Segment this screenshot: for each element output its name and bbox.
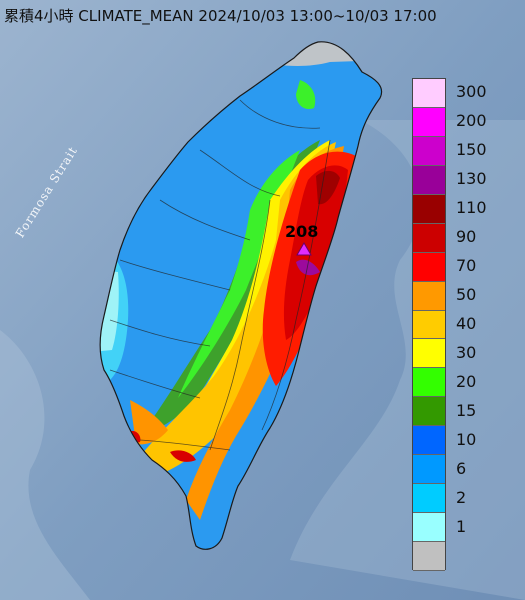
legend-swatch — [413, 252, 445, 282]
legend-label: 50 — [456, 285, 477, 305]
cloud-texture — [0, 330, 90, 600]
rain-zone-90 — [283, 165, 348, 340]
coastline — [99, 41, 383, 550]
legend-swatch — [413, 397, 445, 427]
peak-value-label: 208 — [285, 222, 319, 241]
legend-swatch-column — [412, 78, 446, 571]
legend-label: 130 — [456, 169, 487, 189]
cloud-texture — [290, 120, 525, 600]
legend-label: 40 — [456, 314, 477, 333]
county-boundaries — [109, 99, 331, 451]
legend-swatch — [413, 107, 445, 137]
legend-swatch — [413, 165, 445, 195]
legend-label: 200 — [456, 111, 487, 131]
legend-label-column: 300 200 150 130 110 90 70 50 40 30 20 15 10 6 2 1 — [456, 78, 520, 570]
legend-swatch — [413, 223, 445, 253]
legend-label: 15 — [456, 400, 477, 420]
color-legend: 300 200 150 130 110 90 70 50 40 30 20 15 10 6 2 1 — [412, 78, 520, 571]
legend-swatch — [413, 455, 445, 485]
legend-label: 20 — [456, 371, 477, 391]
legend-label: 70 — [456, 256, 477, 276]
legend-label: 150 — [456, 140, 487, 160]
legend-label: 10 — [456, 429, 477, 449]
map-title: 累積4小時 CLIMATE_MEAN 2024/10/03 13:00~10/0… — [4, 7, 437, 25]
legend-swatch — [413, 194, 445, 224]
peak-triangle-icon — [296, 242, 312, 256]
legend-swatch — [413, 310, 445, 340]
legend-label: 300 — [456, 82, 487, 102]
rain-zone-90b — [170, 450, 196, 462]
legend-swatch — [413, 79, 445, 108]
legend-swatch — [413, 513, 445, 542]
legend-label: 6 — [456, 458, 467, 478]
legend-label: 110 — [456, 198, 487, 218]
rain-zone-110 — [316, 170, 340, 205]
legend-swatch — [413, 426, 445, 456]
legend-label: 2 — [456, 487, 467, 507]
rain-zone-130 — [296, 259, 320, 276]
legend-swatch — [413, 368, 445, 398]
legend-swatch — [413, 484, 445, 514]
legend-label: 90 — [456, 227, 477, 247]
legend-swatch — [413, 542, 445, 571]
rain-zone-20b — [296, 80, 316, 110]
legend-label: 30 — [456, 342, 477, 362]
legend-swatch — [413, 281, 445, 311]
legend-swatch — [413, 339, 445, 369]
legend-swatch — [413, 136, 445, 166]
rain-zone-50b — [130, 400, 168, 445]
legend-label: 1 — [456, 516, 467, 536]
